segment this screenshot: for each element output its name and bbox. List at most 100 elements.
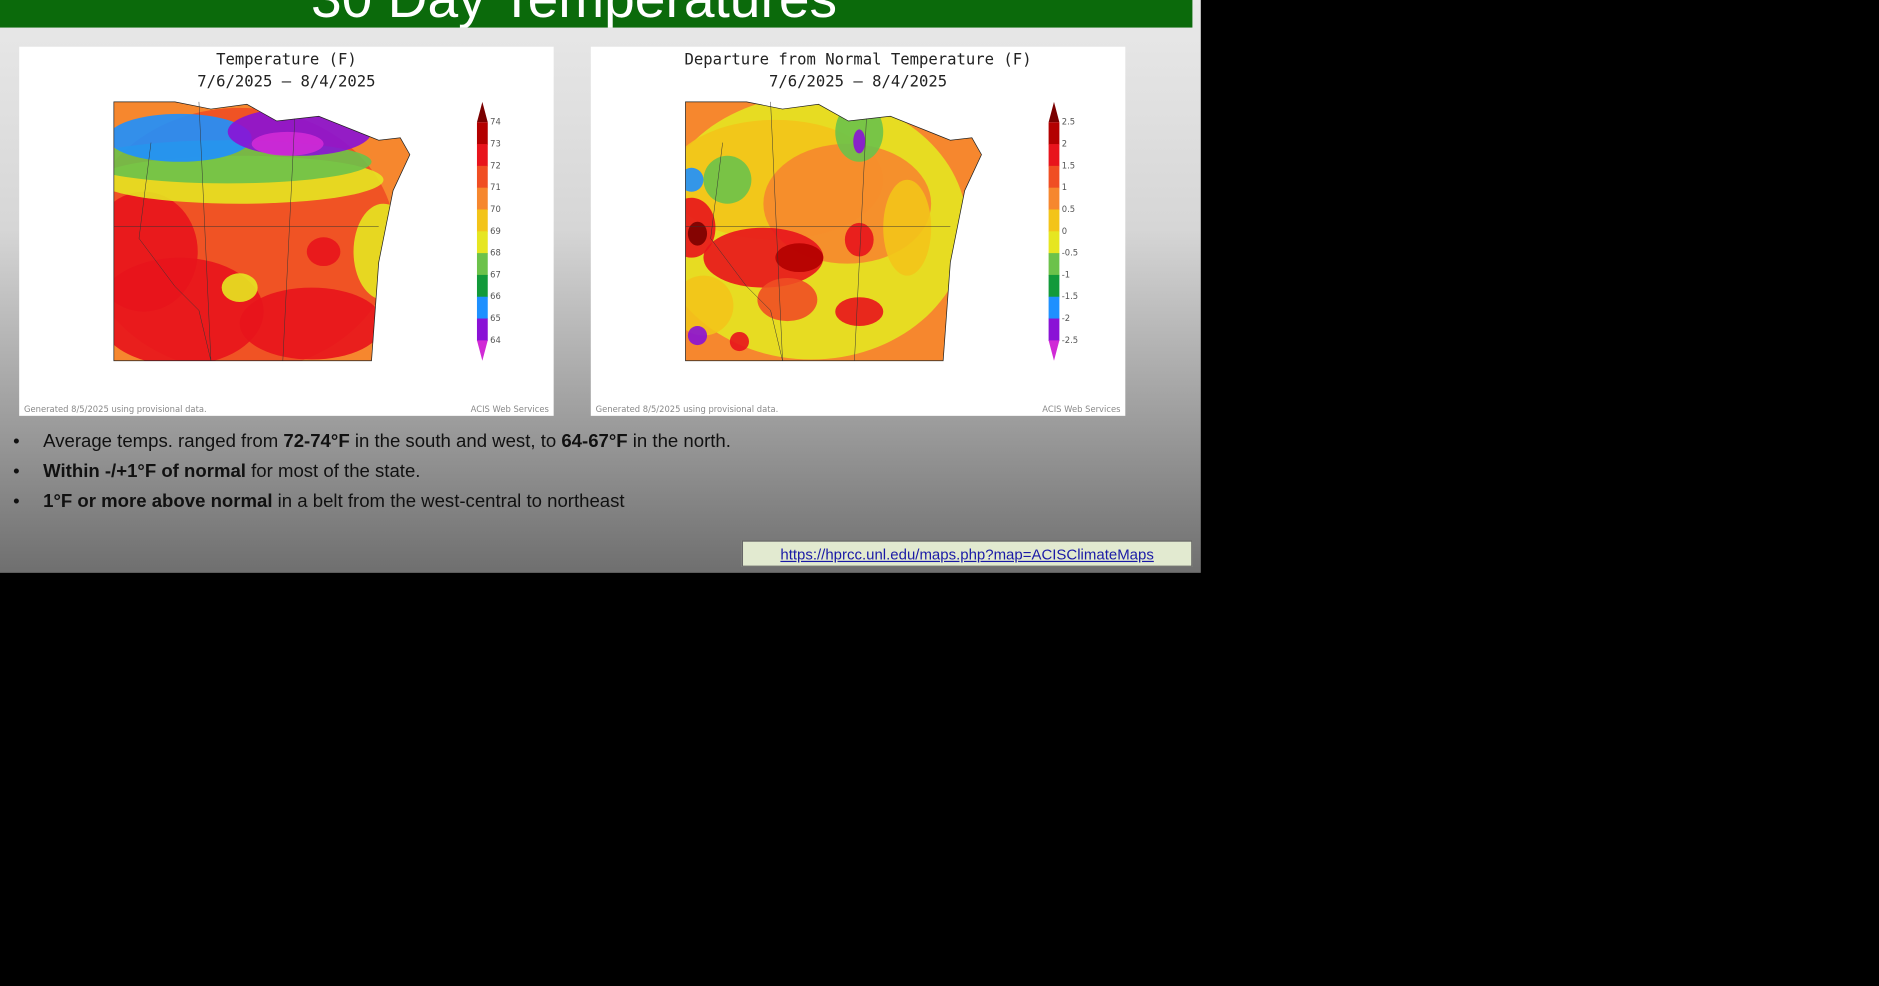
text-run: in a belt from the west-central to north… — [272, 491, 625, 512]
bullet-text: Average temps. ranged from 72-74°F in th… — [43, 431, 731, 453]
colorbar-segment — [1048, 209, 1060, 232]
colorbar-label: 73 — [490, 139, 501, 149]
colorbar-segment — [476, 253, 488, 276]
map-region — [835, 297, 884, 326]
map-footer: Generated 8/5/2025 using provisional dat… — [595, 405, 779, 415]
map-region — [685, 167, 704, 192]
colorbar-label: 64 — [490, 335, 501, 345]
colorbar-label: 74 — [490, 117, 501, 127]
colorbar-label: 65 — [490, 313, 501, 323]
bullet-dot: • — [13, 461, 20, 482]
map-dates: 7/6/2025 – 8/4/2025 — [768, 73, 948, 92]
map-region — [775, 243, 824, 273]
map-region — [757, 278, 818, 322]
map-region — [844, 222, 874, 257]
colorbar-label: 1.5 — [1062, 160, 1075, 170]
colorbar-segment — [1048, 296, 1060, 320]
map: 74 73 72 71 70 69 68 67 66 65 64 — [113, 101, 501, 362]
colorbar-segment — [1048, 165, 1060, 189]
border — [685, 101, 951, 361]
state-outline — [685, 101, 982, 362]
bullet-text: 1°F or more above normal in a belt from … — [43, 491, 624, 513]
colorbar-label: 0 — [1062, 226, 1067, 236]
bullet-dot: • — [13, 431, 20, 452]
map-region — [221, 273, 258, 302]
map-footer: ACIS Web Services — [1042, 405, 1121, 415]
text-run: 64-67°F — [561, 431, 628, 452]
slide: 30 Day Temperatures https://hprcc.unl.ed… — [0, 0, 1201, 573]
colorbar-segment — [476, 318, 488, 341]
colorbar-segment — [1048, 274, 1060, 298]
map-region — [687, 221, 708, 246]
colorbar-segment — [476, 165, 488, 189]
colorbar-label: 70 — [490, 204, 501, 214]
colorbar-label: 67 — [490, 269, 501, 279]
colorbar-segment — [476, 274, 488, 298]
colorbar-label: 66 — [490, 291, 501, 301]
colorbar-segment — [1048, 122, 1060, 145]
colorbar-segment — [1048, 144, 1060, 167]
state-outline — [113, 101, 411, 362]
map-region — [685, 275, 734, 336]
text-run: Average temps. ranged from — [43, 431, 284, 452]
map-region — [853, 129, 866, 154]
map-region — [113, 191, 198, 312]
colorbar-segment — [476, 187, 488, 211]
colorbar-label: -1.5 — [1062, 291, 1078, 301]
map-region — [251, 131, 324, 156]
map-region — [306, 237, 341, 267]
map-title: Departure from Normal Temperature (F) — [684, 51, 1032, 70]
map-panel: Departure from Normal Temperature (F) 7/6… — [590, 46, 1126, 416]
text-run: in the north. — [627, 431, 731, 452]
map-region — [729, 331, 749, 352]
bullet-dot: • — [13, 491, 20, 512]
colorbar-segment — [1048, 187, 1060, 211]
colorbar-label: 0.5 — [1062, 204, 1075, 214]
text-run: 72-74°F — [283, 431, 350, 452]
map-region — [687, 325, 708, 346]
colorbar-label: -2 — [1062, 313, 1070, 323]
colorbar-label: 2.5 — [1062, 117, 1075, 127]
border — [113, 101, 379, 361]
colorbar-label: 68 — [490, 248, 501, 258]
colorbar-segment — [476, 144, 488, 167]
text-run: in the south and west, to — [349, 431, 562, 452]
colorbar-segment — [1048, 231, 1060, 254]
map-footer: ACIS Web Services — [470, 405, 549, 415]
colorbar-segment — [1048, 253, 1060, 276]
map-title: Temperature (F) — [216, 51, 357, 70]
map-region — [113, 113, 252, 162]
colorbar-label: -2.5 — [1062, 335, 1078, 345]
colorbar-arrow — [1048, 101, 1060, 123]
colorbar-segment — [1048, 318, 1060, 341]
colorbar-label: -0.5 — [1062, 248, 1078, 258]
colorbar-label: 1 — [1062, 182, 1067, 192]
map-region — [239, 287, 384, 360]
colorbar-label: 72 — [490, 160, 501, 170]
map-panel: Temperature (F) 7/6/2025 – 8/4/2025 Genera… — [19, 46, 554, 416]
colorbar-segment — [476, 296, 488, 320]
colorbar-label: -1 — [1062, 269, 1070, 279]
colorbar-label: 2 — [1062, 139, 1067, 149]
colorbar-arrow — [476, 101, 488, 123]
map-dates: 7/6/2025 – 8/4/2025 — [197, 73, 376, 92]
colorbar-segment — [476, 231, 488, 254]
colorbar-label: 69 — [490, 226, 501, 236]
text-run: for most of the state. — [245, 461, 421, 482]
link[interactable]: https://hprcc.unl.edu/maps.php?map=ACISC… — [780, 546, 1154, 564]
map-footer: Generated 8/5/2025 using provisional dat… — [23, 405, 207, 415]
map-fill — [113, 101, 410, 361]
text-run: Within -/+1°F of normal — [43, 461, 246, 482]
map: 2.5 2 1.5 1 0.5 0 -0.5 -1 -1.5 -2 -2.5 — [685, 101, 1078, 362]
map-fill — [685, 101, 982, 361]
colorbar-arrow — [476, 340, 488, 361]
map-region — [703, 227, 824, 288]
map-region — [353, 203, 410, 300]
colorbar-segment — [476, 209, 488, 232]
colorbar-segment — [476, 122, 488, 145]
bullet-text: Within -/+1°F of normal for most of the … — [43, 461, 420, 483]
title-bar: 30 Day Temperatures — [0, 0, 1193, 28]
colorbar-arrow — [1048, 340, 1060, 361]
slide-title: 30 Day Temperatures — [0, 0, 1148, 28]
